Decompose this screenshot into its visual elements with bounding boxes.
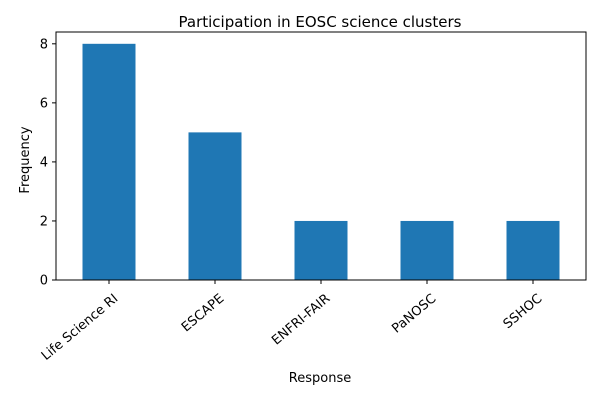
bar-escape — [188, 132, 242, 280]
bar-life-science-ri — [82, 43, 136, 280]
bar-panosc — [400, 220, 454, 280]
y-axis-ticks: 0 2 4 6 8 — [40, 37, 56, 289]
x-axis-ticks: Life Science RI ESCAPE ENFRI-FAIR PaNOSC SSH… — [39, 280, 545, 364]
x-tick-label: PaNOSC — [389, 291, 439, 336]
y-tick-label: 2 — [40, 214, 48, 229]
bar-enfri-fair — [294, 220, 348, 280]
x-axis-label: Response — [289, 371, 351, 386]
bar-sshoc — [506, 220, 560, 280]
x-tick-label: ENFRI-FAIR — [269, 291, 333, 348]
y-tick-label: 0 — [40, 274, 48, 289]
x-tick-label: SSHOC — [501, 291, 546, 332]
x-tick-label: Life Science RI — [39, 291, 121, 364]
x-tick-label: ESCAPE — [179, 291, 227, 335]
y-tick-label: 4 — [40, 155, 48, 170]
bars-group — [82, 43, 560, 280]
y-axis-label: Frequency — [18, 126, 33, 193]
chart-title: Participation in EOSC science clusters — [179, 13, 462, 31]
y-tick-label: 8 — [40, 37, 48, 52]
y-tick-label: 6 — [40, 96, 48, 111]
